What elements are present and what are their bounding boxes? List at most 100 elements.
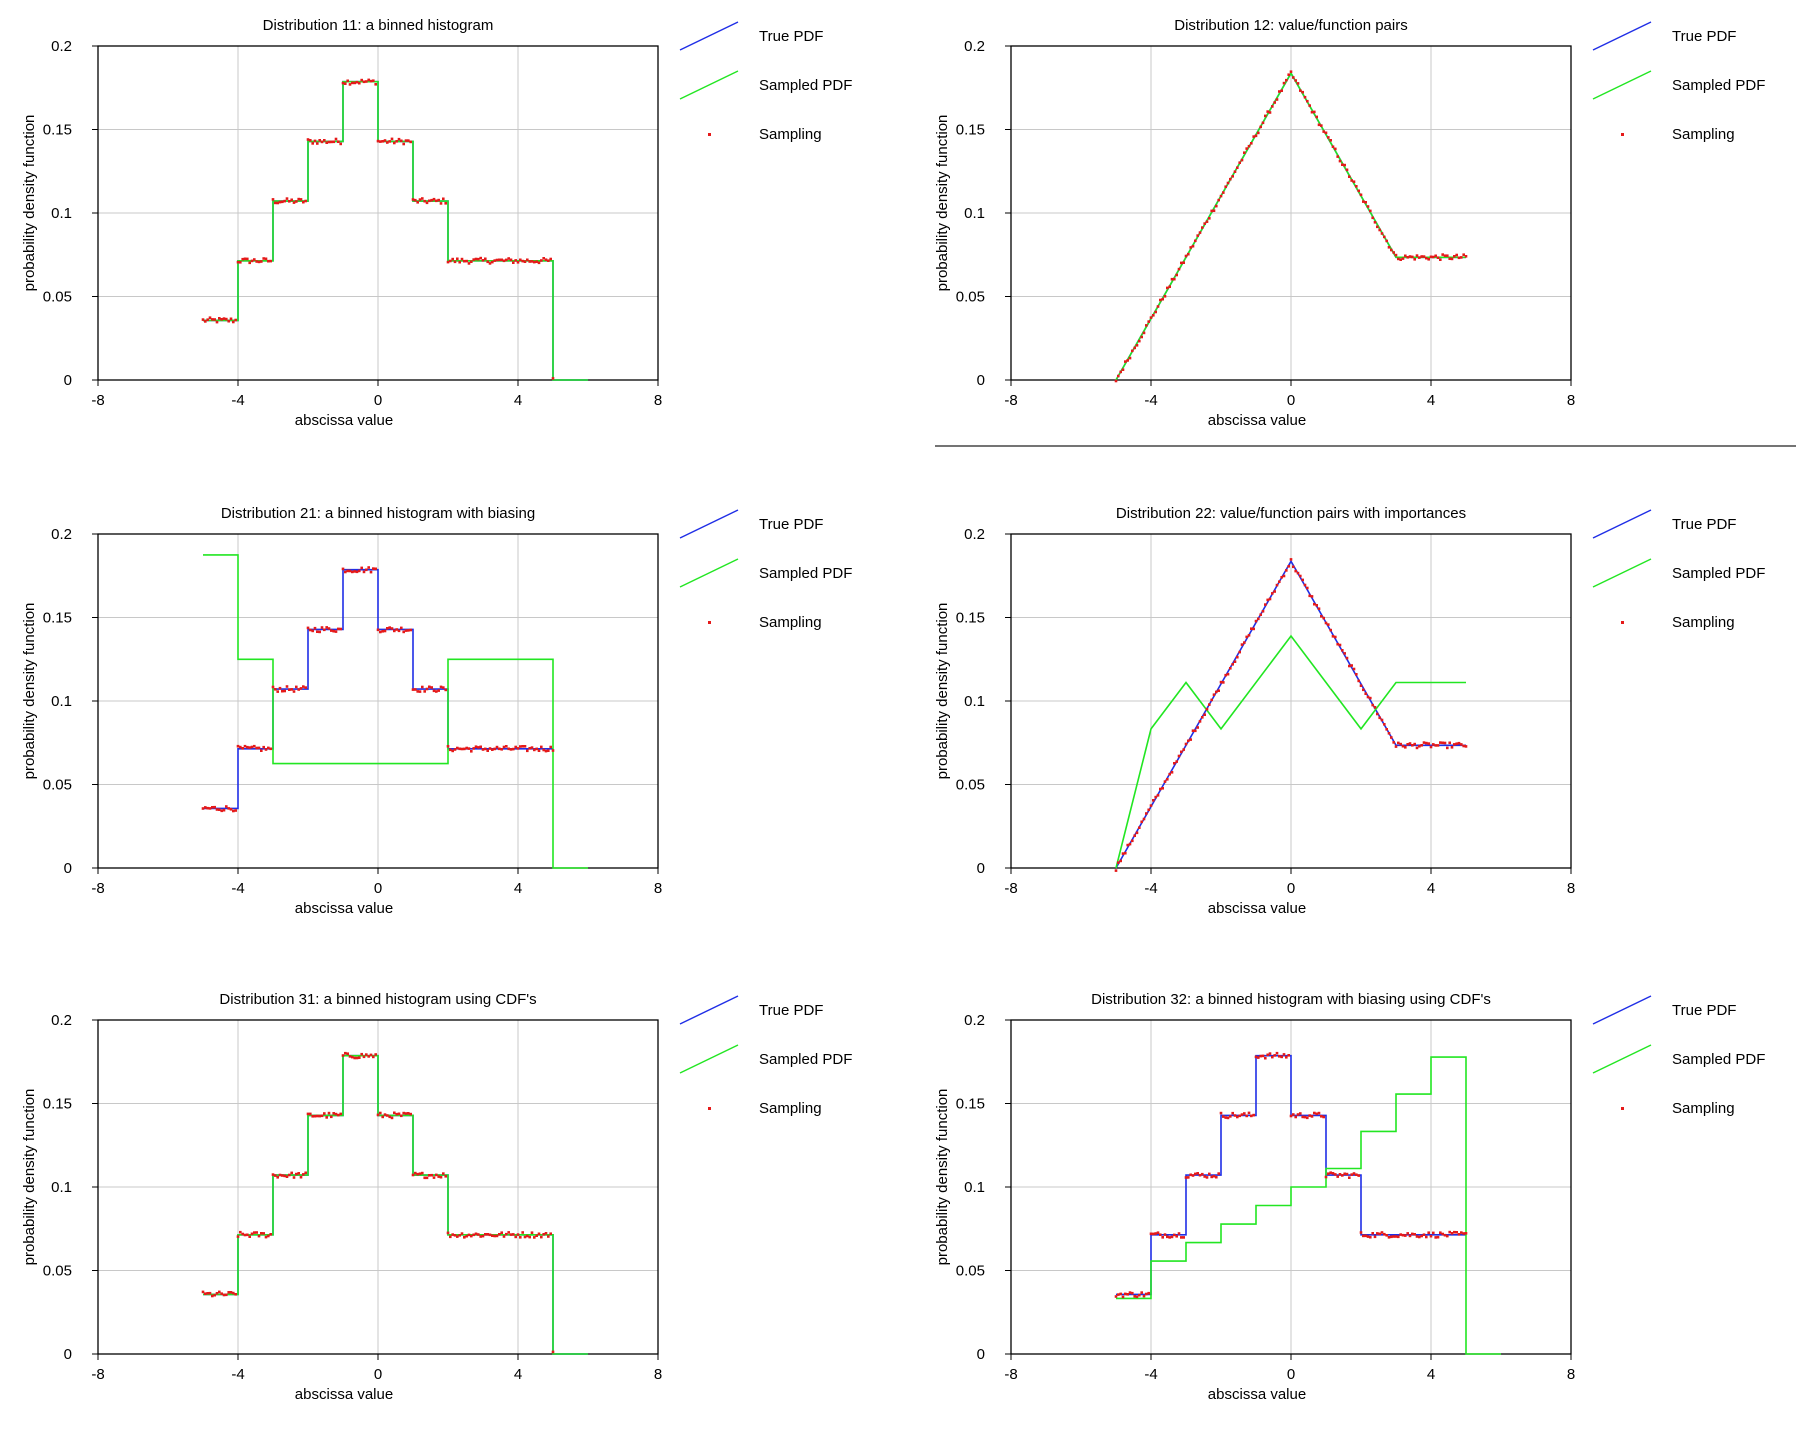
sampling-point xyxy=(1184,742,1188,746)
y-tick-label: 0.2 xyxy=(51,1012,72,1029)
sampling-point xyxy=(498,747,501,751)
sampling-point xyxy=(1287,73,1290,76)
sampling-point xyxy=(208,316,212,319)
sampling-point xyxy=(509,258,513,262)
sampling-point xyxy=(437,198,440,202)
sampling-point xyxy=(1350,1173,1353,1176)
sampling-point xyxy=(1385,239,1388,243)
sampling-point xyxy=(1357,679,1360,683)
sampling-point xyxy=(1252,627,1255,631)
sampling-point xyxy=(234,318,237,322)
sampling-point xyxy=(523,745,527,748)
sampling-point xyxy=(1329,1171,1332,1174)
sampling-point xyxy=(407,1112,410,1115)
sampling-point xyxy=(1383,723,1386,726)
sampling-point xyxy=(1434,1236,1437,1239)
legend-sampled-swatch xyxy=(1592,1044,1652,1074)
sampling-point xyxy=(505,745,508,748)
sampling-point xyxy=(1439,258,1442,261)
sampling-point xyxy=(1322,616,1325,620)
sampling-point xyxy=(491,748,494,751)
sampling-point xyxy=(327,140,331,144)
sampling-point xyxy=(1117,374,1120,378)
sampling-point xyxy=(213,805,216,809)
sampling-point xyxy=(1254,1055,1258,1059)
sampling-point xyxy=(332,629,335,633)
sampling-point xyxy=(1184,254,1188,258)
sampling-point xyxy=(372,567,375,570)
sampling-point xyxy=(1114,379,1118,383)
sampling-point xyxy=(1128,356,1132,360)
sampling-point xyxy=(1355,673,1358,676)
sampling-point xyxy=(1126,843,1129,847)
sampling-point xyxy=(341,567,345,571)
sampling-point xyxy=(227,1291,230,1294)
sampling-point xyxy=(1341,163,1344,166)
sampling-point xyxy=(220,1292,223,1295)
sampling-point xyxy=(1170,277,1174,281)
sampling-point xyxy=(374,83,377,86)
sampling-point xyxy=(383,139,387,142)
sampling-point xyxy=(1201,1172,1204,1176)
sampling-point xyxy=(516,1233,520,1236)
sampling-point xyxy=(1327,623,1330,626)
sampling-point xyxy=(348,83,352,86)
sampling-point xyxy=(1329,628,1332,632)
sampling-point xyxy=(465,259,468,263)
sampling-point xyxy=(1138,1293,1141,1297)
sampling-point xyxy=(337,140,340,143)
sampling-point xyxy=(1161,787,1164,790)
sampling-point xyxy=(386,627,389,630)
x-tick-label: 0 xyxy=(374,880,382,897)
x-tick-label: 8 xyxy=(1567,392,1575,409)
sampling-point xyxy=(1436,744,1440,747)
x-tick-label: 8 xyxy=(1567,880,1575,897)
sampling-point xyxy=(1119,370,1122,374)
sampling-point xyxy=(488,1233,492,1237)
y-tick-label: 0.15 xyxy=(956,610,985,627)
y-axis-label: probability density function xyxy=(21,1089,38,1266)
sampling-point xyxy=(325,1116,328,1119)
sampling-point xyxy=(1397,1235,1400,1239)
sampling-point xyxy=(449,748,452,752)
sampling-point xyxy=(327,627,331,630)
sampling-point xyxy=(304,199,307,203)
sampling-point xyxy=(1114,869,1118,872)
sampling-point xyxy=(353,81,356,85)
sampling-point xyxy=(1278,580,1281,583)
sampling-point xyxy=(1432,1231,1435,1235)
sampling-point xyxy=(278,1173,282,1177)
legend-true-label: True PDF xyxy=(1672,1002,1736,1019)
sampling-point xyxy=(523,1235,527,1239)
sampling-point xyxy=(332,140,335,144)
sampling-point xyxy=(1464,1232,1468,1235)
sampling-point xyxy=(393,629,396,633)
sampling-point xyxy=(267,259,270,263)
sampling-point xyxy=(283,1174,286,1178)
sampling-point xyxy=(257,1234,261,1238)
sampling-point xyxy=(379,140,382,143)
sampling-point xyxy=(1194,729,1197,733)
sampling-point xyxy=(290,688,293,691)
sampling-point xyxy=(444,202,447,205)
sampling-point xyxy=(1453,255,1456,258)
sampling-point xyxy=(472,747,475,750)
sampling-point xyxy=(323,139,326,142)
sampling-point xyxy=(540,259,543,262)
sampling-point xyxy=(516,747,520,750)
sampling-point xyxy=(1392,1235,1395,1238)
sampling-point xyxy=(544,258,548,261)
sampling-point xyxy=(313,139,317,143)
sampling-point xyxy=(1224,185,1227,188)
sampling-point xyxy=(442,197,445,201)
sampling-point xyxy=(1259,1054,1262,1058)
sampling-point xyxy=(1152,1232,1155,1236)
sampling-point xyxy=(372,1055,375,1059)
sampling-point xyxy=(271,1173,275,1176)
sampling-point xyxy=(1229,667,1232,670)
sampling-point xyxy=(502,745,506,749)
sampling-point xyxy=(1147,808,1150,812)
sampling-point xyxy=(257,260,261,264)
y-tick-label: 0.1 xyxy=(964,1179,985,1196)
sampling-point xyxy=(236,260,240,264)
